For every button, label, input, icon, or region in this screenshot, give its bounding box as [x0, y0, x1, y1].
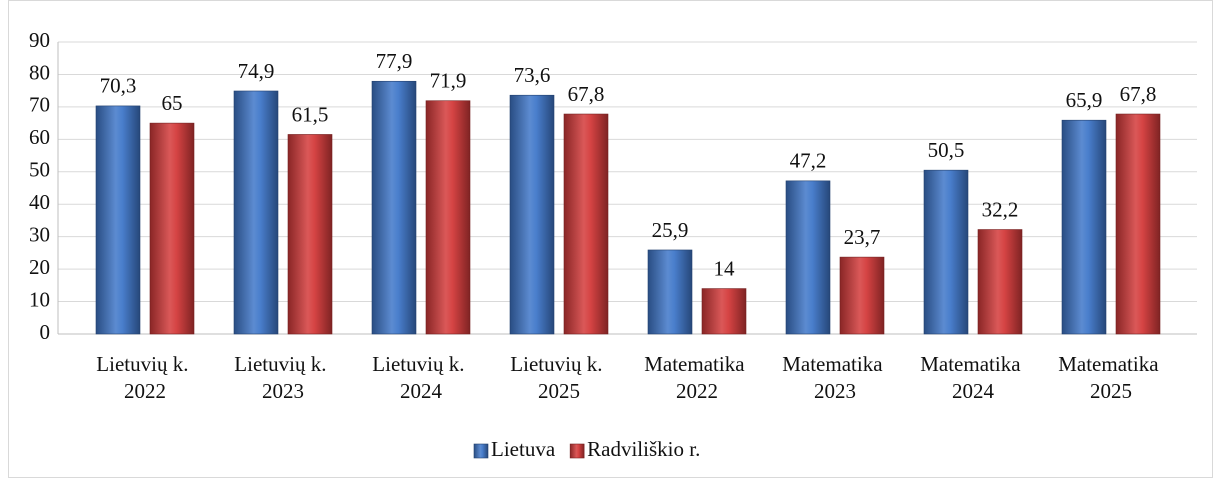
x-tick-label: Matematika 2024 — [920, 352, 1026, 403]
legend-swatch — [473, 443, 489, 459]
data-label: 32,2 — [982, 197, 1019, 221]
bar — [509, 94, 555, 335]
y-tick-label: 0 — [40, 320, 51, 344]
bar — [233, 90, 279, 335]
data-label: 14 — [714, 256, 736, 280]
data-label: 74,9 — [238, 59, 275, 83]
data-label: 47,2 — [790, 149, 827, 173]
data-label: 23,7 — [844, 225, 881, 249]
data-label: 73,6 — [514, 63, 551, 87]
legend-label: Lietuva — [491, 437, 556, 461]
data-label: 70,3 — [100, 74, 137, 98]
y-tick-label: 60 — [29, 125, 50, 149]
legend-swatch — [569, 443, 585, 459]
x-tick-label: Lietuvių k. 2022 — [96, 352, 193, 403]
bar — [1115, 113, 1161, 335]
bar — [647, 249, 693, 335]
bar — [839, 256, 885, 335]
bar — [785, 180, 831, 335]
legend-label: Radviliškio r. — [587, 437, 700, 461]
y-tick-label: 40 — [29, 190, 50, 214]
x-tick-label: Matematika 2022 — [644, 352, 750, 403]
x-tick-label: Matematika 2025 — [1058, 352, 1164, 403]
x-tick-label: Lietuvių k. 2023 — [234, 352, 331, 403]
y-tick-label: 90 — [29, 28, 50, 52]
data-label: 65 — [162, 91, 183, 115]
bar — [95, 105, 141, 335]
data-label: 77,9 — [376, 49, 413, 73]
data-label: 61,5 — [292, 102, 329, 126]
bar — [1061, 119, 1107, 335]
x-tick-label: Matematika 2023 — [782, 352, 888, 403]
data-label: 25,9 — [652, 218, 689, 242]
bar — [701, 288, 747, 335]
bar — [563, 113, 609, 335]
bar — [923, 169, 969, 335]
data-label: 71,9 — [430, 69, 467, 93]
bar — [149, 122, 195, 335]
data-label: 67,8 — [1120, 82, 1157, 106]
y-tick-label: 10 — [29, 287, 50, 311]
y-tick-label: 20 — [29, 255, 50, 279]
y-tick-label: 80 — [29, 60, 50, 84]
y-tick-label: 50 — [29, 158, 50, 182]
y-tick-label: 70 — [29, 93, 50, 117]
bar — [977, 229, 1023, 335]
chart-border — [8, 0, 1213, 478]
x-tick-label: Lietuvių k. 2024 — [372, 352, 469, 403]
y-tick-label: 30 — [29, 222, 50, 246]
bar — [371, 80, 417, 335]
data-label: 65,9 — [1066, 88, 1103, 112]
data-label: 50,5 — [928, 138, 965, 162]
x-tick-label: Lietuvių k. 2025 — [510, 352, 607, 403]
data-label: 67,8 — [568, 82, 605, 106]
bar — [287, 134, 333, 335]
bar — [425, 100, 471, 335]
